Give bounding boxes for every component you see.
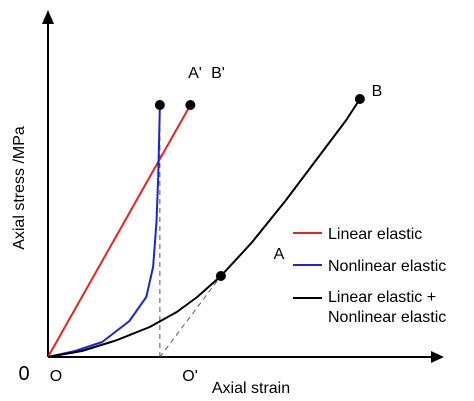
marker-b-prime	[185, 100, 196, 110]
origin-label: 0	[18, 363, 29, 385]
dashed-guide-1	[159, 275, 222, 358]
point-label-o-prime: O'	[182, 368, 198, 385]
series-layer	[47, 98, 361, 358]
legend-label-combined-line1: Linear elastic +	[328, 289, 436, 306]
marker-a-prime	[154, 100, 165, 110]
point-label-b-prime: B'	[211, 65, 225, 82]
point-label-a-prime: A'	[188, 65, 202, 82]
point-label-b: B	[372, 83, 383, 100]
point-label-o: O	[50, 368, 62, 385]
series-line-nonlinear-elastic	[47, 104, 161, 358]
legend-label-nonlinear: Nonlinear elastic	[328, 258, 446, 275]
legend-label-combined-line2: Nonlinear elastic	[328, 309, 446, 326]
legend-label-linear: Linear elastic	[328, 226, 422, 243]
legend-label-combined: Linear elastic + Nonlinear elastic	[328, 289, 446, 326]
x-axis-arrow	[431, 351, 444, 363]
y-axis-arrow	[42, 10, 54, 24]
marker-layer	[154, 94, 365, 281]
x-axis-label: Axial strain	[212, 380, 290, 397]
legend: Linear elastic Nonlinear elastic Linear …	[293, 226, 446, 326]
series-line-linear-elastic	[47, 104, 192, 358]
point-label-a: A	[274, 246, 285, 263]
marker-b	[354, 94, 365, 104]
marker-a	[215, 271, 226, 281]
series-line-linear-elastic-nonlinear-elastic	[47, 98, 361, 358]
y-axis-label: Axial stress /MPa	[11, 126, 28, 250]
